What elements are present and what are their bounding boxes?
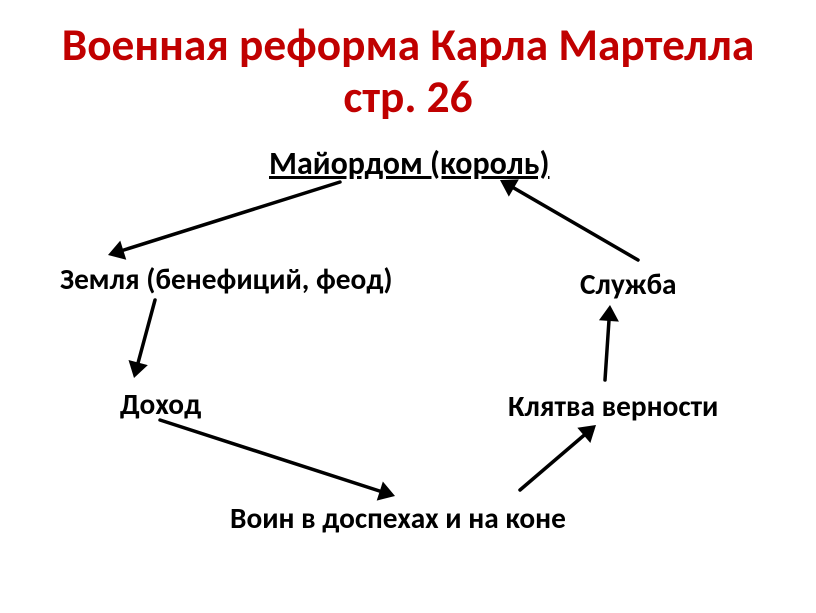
node-land: Земля (бенефиций, феод) — [60, 261, 393, 297]
node-income: Доход — [120, 386, 201, 422]
node-oath: Клятва верности — [508, 388, 718, 424]
node-service: Служба — [580, 266, 677, 302]
diagram-canvas: Военная реформа Карла Мартелла стр. 26 М… — [0, 0, 816, 613]
node-warrior: Воин в доспехах и на коне — [230, 500, 566, 536]
node-mayor: Майордом (король) — [269, 144, 549, 183]
title-line-1: Военная реформа Карла Мартелла — [0, 20, 816, 72]
slide-title: Военная реформа Карла Мартелла стр. 26 — [0, 20, 816, 124]
title-line-2: стр. 26 — [0, 72, 816, 124]
